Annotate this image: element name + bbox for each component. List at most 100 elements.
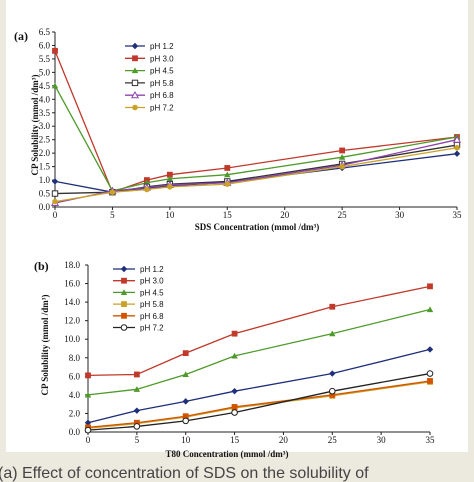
legend: pH 1.2 pH 3.0 pH 4.5 pH 5.8 pH 6.8 pH 7.2	[113, 265, 164, 333]
y-tick-label: 5.0	[39, 67, 51, 77]
data-point	[224, 171, 231, 178]
data-point	[166, 175, 174, 182]
data-point	[52, 198, 58, 205]
data-point	[339, 147, 346, 154]
data-point	[231, 387, 238, 395]
legend-label: pH 7.2	[150, 104, 174, 113]
data-point	[133, 407, 141, 414]
data-point	[339, 163, 345, 170]
y-tick-label: 4.0	[39, 94, 51, 104]
x-tick-label: 0	[53, 210, 58, 220]
legend-marker	[130, 90, 140, 99]
x-tick-label: 15	[223, 210, 233, 220]
data-point	[51, 178, 59, 185]
x-tick-label: 20	[279, 435, 289, 445]
legend-marker	[120, 265, 128, 273]
legend: pH 1.2 pH 3.0 pH 4.5 pH 5.8 pH 6.8 pH 7.2	[125, 42, 174, 113]
data-point	[84, 426, 92, 434]
y-tick-label: 10.0	[64, 334, 80, 344]
data-point	[231, 330, 238, 337]
y-tick-label: 0.0	[69, 427, 81, 437]
x-tick-label: 10	[181, 435, 191, 445]
data-point	[426, 346, 434, 353]
x-tick-label: 30	[377, 435, 387, 445]
data-point	[427, 283, 433, 290]
x-tick-label: 30	[395, 210, 405, 220]
series-line	[87, 308, 431, 396]
data-point	[329, 370, 336, 377]
data-point	[182, 371, 189, 378]
data-point	[329, 303, 336, 310]
data-point	[84, 419, 92, 426]
figure-caption: (a) Effect of concentration of SDS on th…	[0, 465, 369, 482]
data-point	[231, 404, 238, 410]
legend-marker	[121, 277, 127, 284]
data-point	[453, 150, 461, 157]
data-point	[224, 165, 231, 171]
data-point	[51, 82, 59, 89]
chart-a-xlabel: SDS Concentration (mmol /dm³)	[195, 222, 319, 232]
y-tick-label: 3.0	[39, 121, 51, 131]
data-point	[338, 153, 346, 160]
y-tick-label: 0.0	[39, 202, 51, 212]
data-point	[144, 186, 150, 193]
data-point	[133, 423, 141, 430]
legend-marker	[121, 301, 127, 307]
chart-a: (a) CP Solubility (mmol /dm³) SDS Concen…	[14, 27, 462, 232]
series-line	[87, 380, 431, 429]
x-tick-label: 5	[135, 435, 140, 445]
y-tick-label: 6.5	[39, 27, 51, 37]
data-point	[84, 391, 92, 398]
x-tick-label: 15	[230, 435, 240, 445]
data-point	[182, 350, 189, 357]
data-point	[231, 352, 238, 359]
legend-marker	[120, 324, 128, 331]
legend-label: pH 5.8	[140, 300, 164, 309]
y-tick-label: 2.0	[69, 408, 81, 418]
series-line	[87, 348, 431, 424]
legend-label: pH 3.0	[150, 54, 174, 63]
legend-label: pH 5.8	[150, 79, 174, 88]
data-point	[231, 409, 238, 416]
data-point	[51, 190, 59, 197]
legend-label: pH 4.5	[150, 67, 174, 76]
data-point	[109, 189, 116, 195]
legend-marker	[131, 79, 139, 87]
chart-b: (b) CP Solubility (mmol /dm³) T80 Concen…	[34, 259, 435, 459]
x-tick-label: 25	[328, 435, 338, 445]
y-tick-label: 3.5	[39, 108, 51, 118]
x-tick-label: 35	[426, 435, 436, 445]
legend-label: pH 6.8	[150, 91, 174, 100]
data-point	[85, 372, 91, 379]
y-tick-label: 2.5	[39, 135, 51, 145]
legend-marker	[132, 104, 138, 111]
panel-label-b: (b)	[34, 259, 49, 273]
y-tick-label: 18.0	[64, 260, 80, 270]
data-point	[133, 371, 140, 378]
data-point	[166, 171, 173, 178]
chart-a-ylabel: CP Solubility (mmol /dm³)	[30, 75, 40, 176]
y-tick-label: 16.0	[64, 279, 80, 289]
y-tick-label: 14.0	[64, 297, 80, 307]
y-tick-label: 6.0	[39, 40, 51, 50]
legend-marker	[121, 312, 127, 319]
y-tick-label: 1.5	[39, 162, 51, 172]
figure-background	[6, 0, 468, 452]
legend-marker	[131, 42, 139, 50]
data-point	[426, 370, 434, 377]
data-point	[328, 387, 336, 395]
data-point	[224, 181, 231, 187]
panel-label-a: (a)	[14, 29, 28, 43]
y-tick-label: 4.0	[69, 390, 81, 400]
data-point	[182, 417, 190, 425]
x-tick-label: 25	[338, 210, 348, 220]
legend-label: pH 6.8	[140, 312, 164, 321]
data-point	[427, 378, 433, 384]
x-tick-label: 5	[110, 210, 115, 220]
data-point	[52, 47, 58, 54]
x-tick-label: 10	[165, 210, 175, 220]
data-point	[454, 144, 460, 151]
legend-marker	[132, 55, 138, 62]
y-tick-label: 8.0	[69, 353, 81, 363]
x-tick-label: 0	[86, 435, 91, 445]
